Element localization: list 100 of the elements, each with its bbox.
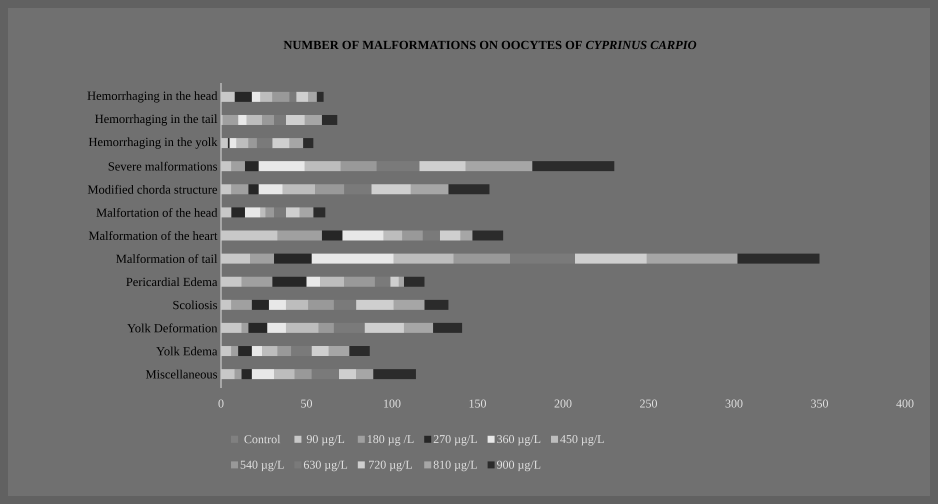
bar <box>402 230 423 241</box>
bar <box>242 276 272 287</box>
y-tick-label: Hemorrhaging in the yolk <box>88 137 218 149</box>
bar <box>258 184 283 194</box>
y-tick-label: Malfortation of the head <box>96 208 218 217</box>
bar <box>230 138 236 148</box>
bar <box>274 207 286 218</box>
bar <box>277 346 292 356</box>
bar <box>234 92 252 102</box>
bar <box>304 161 341 172</box>
bar <box>646 254 738 264</box>
bar <box>289 138 304 148</box>
bar <box>328 346 350 356</box>
bar <box>322 230 342 241</box>
bar <box>472 230 504 241</box>
legend-label: 450 µg/L <box>560 435 604 446</box>
bar <box>246 114 262 125</box>
bar <box>308 92 317 102</box>
bar <box>419 161 466 172</box>
legend-label: 90 µg/L <box>306 435 344 446</box>
bar <box>272 92 290 102</box>
x-tick-label: 100 <box>384 400 401 408</box>
legend-label: Control <box>244 434 280 444</box>
bar <box>252 369 274 380</box>
bar <box>222 114 238 125</box>
bar <box>256 138 272 148</box>
bar <box>376 161 420 172</box>
legend-label: 360 µg/L <box>497 435 540 446</box>
bar <box>236 138 248 148</box>
legend-label: 180 µg /L <box>368 435 414 446</box>
y-tick-label: Hemorrhaging in the tail <box>95 114 218 126</box>
bar <box>373 369 416 380</box>
bar <box>460 230 472 241</box>
bar <box>448 184 490 194</box>
bar <box>338 369 356 380</box>
bar <box>286 207 300 218</box>
bar <box>260 207 266 218</box>
bar <box>252 300 269 310</box>
legend-label: 630 µg/L <box>304 460 348 472</box>
legend-label: 270 µg/L <box>434 435 477 446</box>
bar <box>252 346 262 356</box>
bar <box>312 369 339 380</box>
bar <box>320 276 344 287</box>
bar <box>440 230 460 241</box>
bar <box>242 322 248 333</box>
bar <box>318 322 334 333</box>
bar <box>422 230 440 241</box>
bar <box>244 161 259 172</box>
bar <box>272 138 290 148</box>
bar <box>231 184 248 194</box>
bar <box>404 322 434 333</box>
y-tick-label: Yolk Deformation <box>127 323 218 332</box>
legend-label: 900 µg/L <box>496 460 540 472</box>
bar <box>304 114 322 125</box>
bar <box>250 254 274 264</box>
bar <box>433 322 462 333</box>
bar <box>394 254 454 264</box>
bar <box>286 114 305 125</box>
x-tick-label: 0 <box>218 400 224 408</box>
bar <box>234 369 242 380</box>
x-tick-label: 50 <box>301 400 312 408</box>
legend-label: 540 µg/L <box>240 460 284 472</box>
bar <box>374 276 390 287</box>
bar <box>231 161 245 172</box>
bar <box>260 92 272 102</box>
bar <box>286 300 308 310</box>
y-tick-label: Malformation of the heart <box>88 231 218 240</box>
bar <box>238 114 247 125</box>
bar <box>313 207 326 218</box>
bar <box>291 346 312 356</box>
bar <box>398 276 404 287</box>
x-tick-label: 200 <box>554 400 572 408</box>
bar <box>532 161 614 172</box>
bar <box>277 230 322 241</box>
bar <box>262 114 274 125</box>
bar <box>252 92 260 102</box>
y-tick-label: Yolk Edema <box>156 346 218 356</box>
bar <box>258 161 305 172</box>
bar <box>244 207 260 218</box>
y-tick-label: Pericardial Edema <box>126 277 218 286</box>
bar <box>315 184 344 194</box>
chart-title: NUMBER OF MALFORMATIONS ON OOCYTES OF CYPRINUS CARPIO <box>284 40 696 50</box>
bar <box>383 230 402 241</box>
bar <box>272 276 306 287</box>
bar <box>248 184 259 194</box>
x-tick-label: 350 <box>811 400 828 408</box>
bar <box>231 346 238 356</box>
bar <box>238 346 252 356</box>
bar <box>466 161 532 172</box>
bar <box>390 276 399 287</box>
y-tick-label: Scoliosis <box>173 300 218 310</box>
y-tick-label: Miscellaneous <box>146 370 218 379</box>
legend-label: 810 µg/L <box>434 460 477 472</box>
bar <box>454 254 510 264</box>
bar <box>356 369 374 380</box>
bar <box>342 230 384 241</box>
bar <box>267 322 286 333</box>
legend-label: 720 µg/L <box>369 460 412 472</box>
bar <box>300 207 314 218</box>
bar <box>294 369 312 380</box>
